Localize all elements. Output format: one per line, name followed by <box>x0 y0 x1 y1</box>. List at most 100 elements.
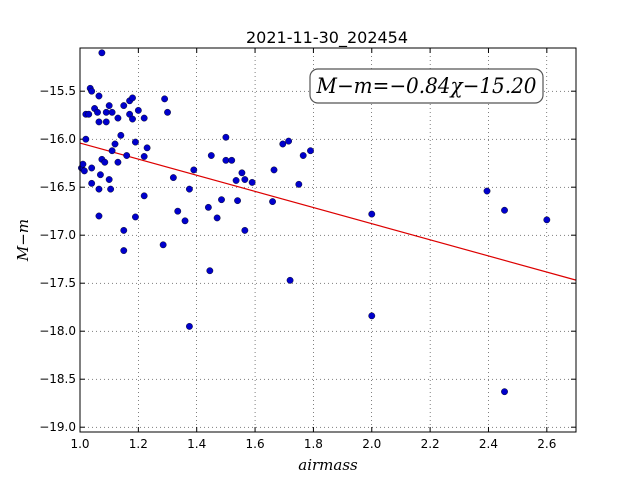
data-point <box>140 192 148 200</box>
data-point <box>186 185 193 193</box>
data-point <box>270 166 278 174</box>
plot-frame <box>79 47 577 433</box>
data-point <box>111 140 119 148</box>
data-point <box>129 115 136 123</box>
data-point <box>79 160 87 168</box>
chart-title: 2021-11-30_202454 <box>246 28 408 48</box>
data-point <box>222 133 230 141</box>
data-point <box>161 95 169 103</box>
data-point <box>140 114 148 122</box>
data-point <box>134 107 142 114</box>
data-point <box>286 276 294 284</box>
data-point <box>95 185 103 193</box>
x-axis-label: airmass <box>298 456 358 474</box>
data-point <box>501 206 508 214</box>
data-point <box>368 210 376 218</box>
x-tick-label: 1.2 <box>129 437 148 451</box>
x-tick-label: 1.4 <box>187 437 206 451</box>
data-point <box>102 108 110 116</box>
fit-annotation: M−m=−0.84χ−15.20 <box>309 68 544 104</box>
data-point <box>97 171 104 179</box>
data-point <box>114 114 122 122</box>
data-point <box>114 158 122 166</box>
x-tick-label: 1.8 <box>304 437 323 451</box>
data-point <box>204 203 212 211</box>
data-point <box>174 207 182 215</box>
data-point <box>241 226 249 234</box>
data-point <box>169 174 177 182</box>
data-point <box>299 152 307 159</box>
data-point <box>105 102 113 110</box>
y-tick-label: −17.5 <box>39 276 76 290</box>
data-point <box>159 241 167 249</box>
data-point <box>82 135 90 143</box>
data-point <box>120 247 128 254</box>
data-point <box>108 108 116 116</box>
x-tick-label: 2.6 <box>537 437 556 451</box>
y-tick-label: −18.5 <box>39 372 76 386</box>
data-point <box>140 153 148 160</box>
y-tick-label: −16.0 <box>39 132 76 146</box>
y-axis-ticks: −15.5 −16.0 −16.5 −17.0 −17.5 −18.0 −18.5 −19.0 <box>39 84 576 434</box>
data-point <box>483 187 491 195</box>
data-point <box>105 176 113 183</box>
data-point <box>501 388 508 396</box>
data-point <box>164 108 171 116</box>
data-point <box>132 138 139 146</box>
data-points <box>78 49 551 396</box>
data-point <box>368 312 376 320</box>
y-axis-label: M−m <box>14 219 32 262</box>
data-point <box>307 147 314 155</box>
data-point <box>117 131 125 139</box>
data-point <box>241 176 249 183</box>
data-point <box>238 169 246 177</box>
data-point <box>101 158 109 166</box>
data-point <box>102 118 110 126</box>
data-point <box>85 110 93 118</box>
annotation-text: M−m=−0.84χ−15.20 <box>316 74 537 98</box>
data-point <box>218 196 225 204</box>
data-point <box>88 87 96 95</box>
plot-area <box>80 48 576 432</box>
data-point <box>190 166 198 174</box>
data-point <box>120 102 128 110</box>
y-tick-label: −18.0 <box>39 324 76 338</box>
y-tick-label: −16.5 <box>39 180 76 194</box>
y-tick-label: −15.5 <box>39 84 76 98</box>
data-point <box>186 322 193 330</box>
data-point <box>181 217 189 225</box>
x-tick-label: 1.0 <box>70 437 89 451</box>
data-point <box>88 179 96 187</box>
data-point <box>295 180 303 188</box>
data-point <box>95 92 103 100</box>
data-point <box>248 178 256 186</box>
data-point <box>95 212 103 220</box>
data-point <box>98 49 106 57</box>
data-point <box>213 214 221 222</box>
data-point <box>228 156 236 164</box>
data-point <box>234 197 241 205</box>
data-point <box>143 144 151 152</box>
fit-line <box>79 142 577 281</box>
x-tick-label: 2.4 <box>479 437 498 451</box>
annotation-box <box>309 68 544 104</box>
data-point <box>269 198 276 206</box>
data-point <box>132 213 139 221</box>
data-point <box>207 152 215 159</box>
data-point <box>206 267 214 275</box>
data-point <box>80 167 88 175</box>
data-point <box>232 177 240 184</box>
x-tick-label: 2.2 <box>421 437 440 451</box>
data-point <box>88 164 96 172</box>
y-tick-label: −17.0 <box>39 228 76 242</box>
x-tick-label: 2.0 <box>362 437 381 451</box>
x-tick-label: 1.6 <box>246 437 265 451</box>
data-point <box>123 152 131 159</box>
data-point <box>285 137 293 145</box>
data-point <box>94 108 101 116</box>
data-point <box>95 118 103 126</box>
fit-line-group <box>79 142 577 281</box>
data-point <box>120 226 128 234</box>
data-point <box>129 94 136 102</box>
